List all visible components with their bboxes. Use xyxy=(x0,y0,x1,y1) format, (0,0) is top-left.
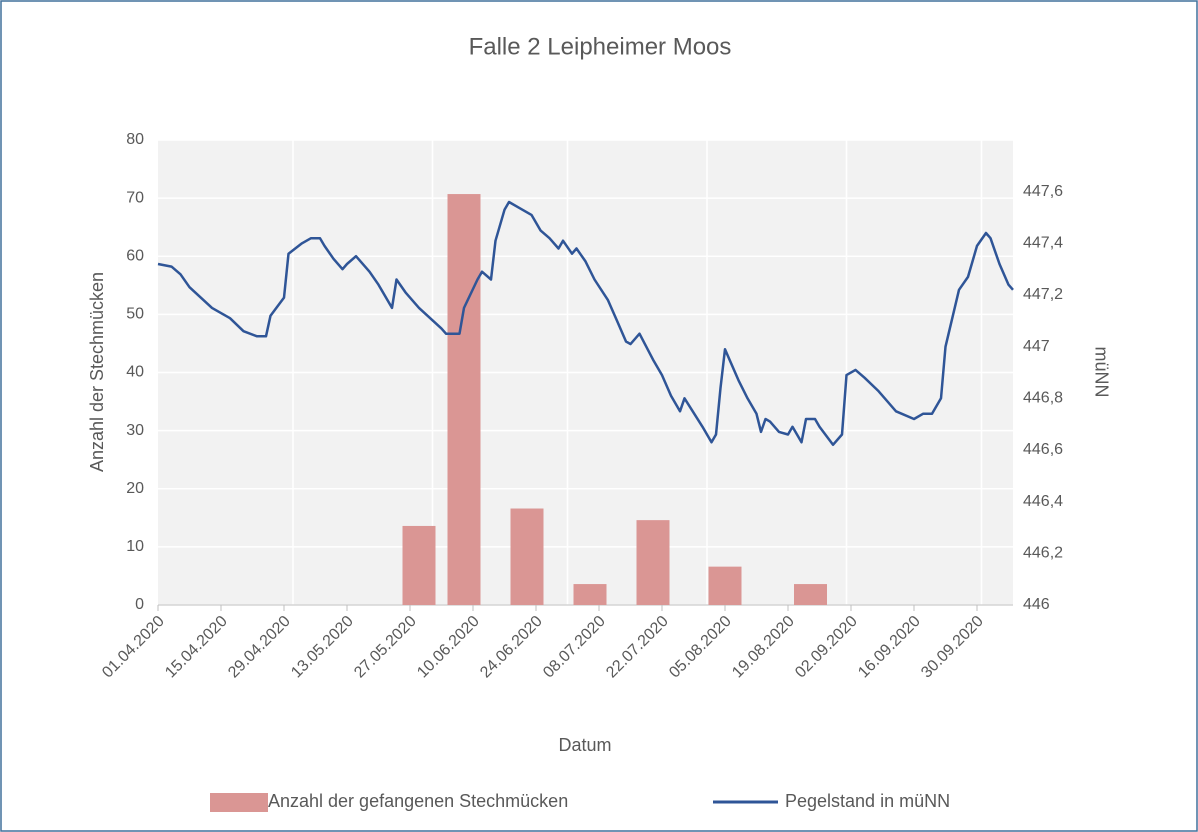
y2-tick-label: 447,4 xyxy=(1023,235,1063,252)
y-tick-label: 70 xyxy=(126,189,144,206)
y2-tick-label: 446,6 xyxy=(1023,441,1063,458)
x-axis-title: Datum xyxy=(558,735,611,755)
y2-tick-label: 447,2 xyxy=(1023,286,1063,303)
y-tick-label: 40 xyxy=(126,364,144,381)
y-tick-label: 20 xyxy=(126,480,144,497)
legend-label: Anzahl der gefangenen Stechmücken xyxy=(268,791,568,811)
bar xyxy=(636,520,670,605)
y2-axis-title: müNN xyxy=(1091,346,1111,397)
legend-swatch xyxy=(210,793,268,812)
y2-tick-label: 447,6 xyxy=(1023,183,1063,200)
y2-tick-label: 447 xyxy=(1023,338,1050,355)
bar xyxy=(573,584,607,605)
chart-title: Falle 2 Leipheimer Moos xyxy=(469,33,732,60)
y2-tick-label: 446,8 xyxy=(1023,390,1063,407)
y-tick-label: 60 xyxy=(126,247,144,264)
y2-tick-label: 446,4 xyxy=(1023,493,1063,510)
line xyxy=(157,200,1014,447)
y-tick-label: 50 xyxy=(126,306,144,323)
y-tick-label: 80 xyxy=(126,131,144,148)
y-tick-label: 10 xyxy=(126,538,144,555)
bar xyxy=(402,525,436,605)
bar xyxy=(794,584,827,605)
y-tick-label: 30 xyxy=(126,422,144,439)
bar xyxy=(510,508,544,605)
bar xyxy=(447,194,481,605)
y-tick-label: 0 xyxy=(135,596,144,613)
bar xyxy=(708,566,742,605)
y-axis-title: Anzahl der Stechmücken xyxy=(87,272,107,472)
y2-tick-label: 446,2 xyxy=(1023,545,1063,562)
y2-tick-label: 446 xyxy=(1023,596,1050,613)
legend-label: Pegelstand in müNN xyxy=(785,791,950,811)
